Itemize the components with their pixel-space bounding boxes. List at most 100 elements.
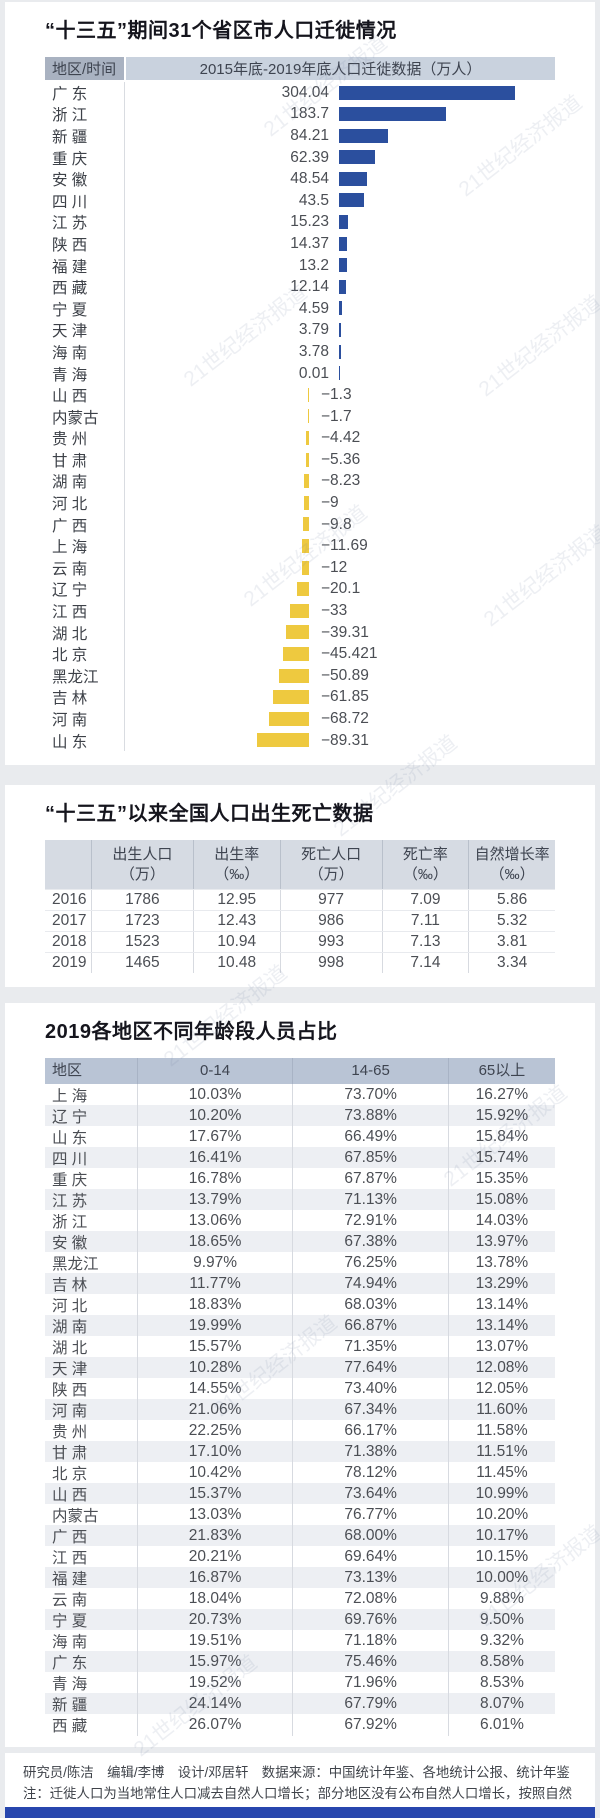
bar-plot: 304.04 <box>124 82 555 104</box>
value-label: 43.5 <box>298 191 329 209</box>
positive-bar <box>339 366 340 381</box>
migration-row: 湖 南 −8.23 <box>45 470 555 493</box>
table-cell: 21.06% <box>136 1398 293 1421</box>
table-cell: 8.53% <box>447 1671 555 1694</box>
negative-bar <box>279 668 309 683</box>
table-row: 陕 西 14.55% 73.40% 12.05% <box>45 1377 555 1400</box>
table-row: 广 西 21.83% 68.00% 10.17% <box>45 1524 555 1547</box>
table-cell: 重 庆 <box>52 1171 88 1189</box>
migration-row: 宁 夏 4.59 <box>45 297 555 320</box>
table-cell: 11.51% <box>447 1440 555 1463</box>
table-cell: 72.08% <box>292 1587 448 1610</box>
region-label: 浙 江 <box>52 107 88 125</box>
table-cell: 22.25% <box>136 1419 293 1442</box>
age-distribution-title: 2019各地区不同年龄段人员占比 <box>45 1021 338 1044</box>
negative-bar <box>269 711 309 726</box>
value-label: −12 <box>321 558 348 576</box>
negative-bar <box>257 733 309 748</box>
table-cell: 10.20% <box>447 1503 555 1526</box>
migration-row: 安 徽 48.54 <box>45 168 555 190</box>
column-header: 65以上 <box>447 1058 555 1084</box>
region-label: 山 东 <box>52 733 88 751</box>
migration-row: 四 川 43.5 <box>45 189 555 212</box>
table-row: 西 藏 26.07% 67.92% 6.01% <box>45 1713 555 1736</box>
region-label: 福 建 <box>52 258 88 276</box>
table-cell: 18.83% <box>136 1293 293 1316</box>
table-cell: 6.01% <box>447 1713 555 1736</box>
table-cell: 986 <box>279 911 382 932</box>
migration-chart-section: “十三五”期间31个省区市人口迁徙情况 地区/时间 2015年底-2019年底人… <box>5 2 595 766</box>
column-header: 14-65 <box>292 1058 448 1084</box>
bar-plot: −33 <box>124 600 555 622</box>
bar-plot: 48.54 <box>124 168 555 190</box>
table-header-row: 地区 0-14 14-65 65以上 <box>45 1058 555 1084</box>
negative-bar <box>273 690 309 705</box>
table-cell: 15.74% <box>447 1146 555 1169</box>
bar-plot: −39.31 <box>124 621 555 644</box>
table-cell: 11.60% <box>447 1398 555 1421</box>
table-cell: 16.87% <box>136 1566 293 1589</box>
table-cell: 17.10% <box>136 1440 293 1463</box>
bar-plot: 14.37 <box>124 233 555 255</box>
table-cell: 广 西 <box>52 1528 88 1546</box>
value-label: 15.23 <box>290 213 329 231</box>
migration-row: 陕 西 14.37 <box>45 233 555 255</box>
table-row: 甘 肃 17.10% 71.38% 11.51% <box>45 1440 555 1463</box>
positive-bar <box>339 344 342 359</box>
negative-bar <box>282 646 309 661</box>
bar-plot: −11.69 <box>124 535 555 558</box>
table-cell: 16.41% <box>136 1146 293 1169</box>
value-label: 14.37 <box>290 234 329 252</box>
migration-chart-title: “十三五”期间31个省区市人口迁徙情况 <box>45 20 397 42</box>
bar-plot: −61.85 <box>124 686 555 709</box>
table-row: 2017 1723 12.43 986 7.11 5.32 <box>45 910 555 932</box>
table-row: 河 北 18.83% 68.03% 13.14% <box>45 1293 555 1316</box>
negative-bar <box>302 538 309 553</box>
table-cell: 黑龙江 <box>52 1255 99 1273</box>
table-cell: 1523 <box>90 932 193 953</box>
region-label: 安 徽 <box>52 172 88 190</box>
bar-plot: 15.23 <box>124 211 555 234</box>
table-cell: 陕 西 <box>52 1381 88 1399</box>
value-label: 3.79 <box>298 321 329 339</box>
table-cell: 青 海 <box>52 1675 88 1693</box>
value-label: −4.42 <box>321 429 361 447</box>
table-cell: 5.86 <box>468 890 555 911</box>
table-cell: 13.78% <box>447 1251 555 1274</box>
bar-plot: 43.5 <box>124 189 555 212</box>
migration-row: 河 北 −9 <box>45 492 555 514</box>
positive-bar <box>339 150 376 165</box>
table-cell: 19.52% <box>136 1671 293 1694</box>
value-label: 304.04 <box>281 83 329 101</box>
table-cell: 71.38% <box>292 1440 448 1463</box>
table-cell: 7.11 <box>381 911 469 932</box>
table-row: 浙 江 13.06% 72.91% 14.03% <box>45 1209 555 1232</box>
bar-plot: 3.78 <box>124 341 555 363</box>
table-cell: 内蒙古 <box>52 1507 99 1525</box>
table-cell: 10.17% <box>447 1524 555 1547</box>
bar-plot: 4.59 <box>124 297 555 320</box>
table-cell: 16.78% <box>136 1167 293 1190</box>
bar-plot: −9 <box>124 492 555 514</box>
table-row: 贵 州 22.25% 66.17% 11.58% <box>45 1419 555 1442</box>
migration-row: 江 苏 15.23 <box>45 211 555 234</box>
bar-plot: −12 <box>124 557 555 579</box>
column-header: 0-14 <box>136 1058 293 1084</box>
value-label: 183.7 <box>290 105 329 123</box>
table-row: 黑龙江 9.97% 76.25% 13.78% <box>45 1251 555 1274</box>
value-label: −5.36 <box>321 450 361 468</box>
table-cell: 19.99% <box>136 1314 293 1337</box>
region-label: 河 南 <box>52 712 88 730</box>
table-cell: 71.18% <box>292 1629 448 1652</box>
chart-header-region-cell: 地区/时间 <box>45 57 124 80</box>
table-cell: 75.46% <box>292 1650 448 1673</box>
table-cell: 11.58% <box>447 1419 555 1442</box>
migration-row: 青 海 0.01 <box>45 362 555 385</box>
table-row: 海 南 19.51% 71.18% 9.32% <box>45 1629 555 1652</box>
value-label: 0.01 <box>298 364 329 382</box>
table-cell: 67.34% <box>292 1398 448 1421</box>
region-label: 天 津 <box>52 323 88 341</box>
migration-row: 北 京 −45.421 <box>45 643 555 666</box>
value-label: −8.23 <box>321 472 361 490</box>
